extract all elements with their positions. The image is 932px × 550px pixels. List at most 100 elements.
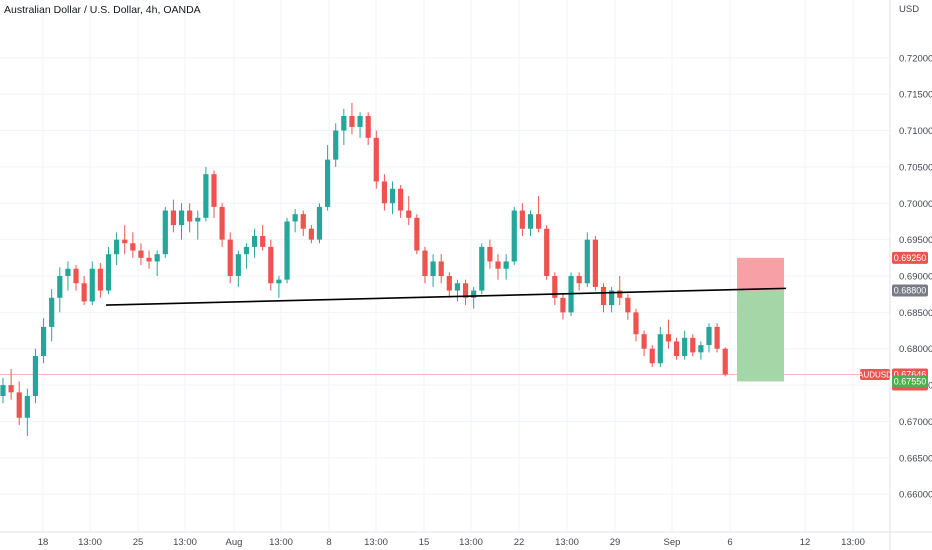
candle-body xyxy=(105,254,112,291)
price-tick-label: 0.66000 xyxy=(899,490,932,501)
candle-body xyxy=(308,228,314,240)
candle xyxy=(544,225,550,280)
candle-body xyxy=(284,221,290,280)
entry-price-label: 0.68800 xyxy=(894,286,927,296)
time-tick-label: 25 xyxy=(133,537,144,548)
candlestick-series xyxy=(0,102,728,436)
candle xyxy=(122,225,128,255)
candle-body xyxy=(325,159,331,207)
candle xyxy=(706,323,712,353)
candle xyxy=(284,217,290,284)
time-tick-label: 13:00 xyxy=(459,537,483,548)
candle xyxy=(657,326,663,367)
candle-body xyxy=(349,116,355,127)
candle xyxy=(32,348,39,404)
candle-body xyxy=(430,261,436,276)
candle-body xyxy=(503,261,509,269)
candle-body xyxy=(341,116,347,131)
candle xyxy=(357,112,363,138)
price-tick-label: 0.68000 xyxy=(899,344,932,355)
candle-body xyxy=(389,188,396,204)
time-axis-labels: 18 13:00 25 13:00 Aug 13:00 8 13:00 15 13:00 22 13:… xyxy=(38,537,865,548)
candle xyxy=(406,196,412,226)
candle xyxy=(170,199,177,233)
candle-body xyxy=(268,246,274,284)
candle-body xyxy=(73,268,79,284)
candle-body xyxy=(195,217,201,222)
candle xyxy=(690,334,696,356)
candle xyxy=(576,272,582,291)
candle-body xyxy=(495,261,501,269)
candle-body xyxy=(665,334,672,342)
time-tick-label: 13:00 xyxy=(173,537,197,548)
time-tick-label: 18 xyxy=(38,537,49,548)
candle-body xyxy=(649,348,655,364)
candle xyxy=(682,330,688,360)
candle-body xyxy=(398,188,404,211)
time-tick-label: 29 xyxy=(610,537,621,548)
candle xyxy=(673,337,680,360)
candle-body xyxy=(673,341,680,356)
time-tick-label: 22 xyxy=(514,537,525,548)
candle xyxy=(552,272,558,306)
take-profit-zone[interactable] xyxy=(737,290,784,382)
candle-body xyxy=(243,246,250,255)
candle-body xyxy=(633,312,639,335)
time-tick-label: Sep xyxy=(664,537,681,548)
symbol-label: AUDUSD xyxy=(858,370,892,379)
candle-body xyxy=(422,250,428,276)
target-price-tag: 0.67550 xyxy=(892,375,928,388)
candle xyxy=(235,250,241,287)
short-position-tool[interactable] xyxy=(737,257,784,382)
candle-body xyxy=(219,206,225,240)
price-tick-label: 0.72000 xyxy=(899,53,932,64)
candle-body xyxy=(625,297,631,313)
candle xyxy=(487,239,493,269)
price-tick-label: 0.71500 xyxy=(899,90,932,101)
candle xyxy=(527,210,534,236)
candle xyxy=(373,130,379,189)
entry-price-tag: 0.68800 xyxy=(892,284,928,297)
time-tick-label: 8 xyxy=(326,537,331,548)
candle-body xyxy=(609,290,615,306)
candle-body xyxy=(333,130,339,160)
candle xyxy=(381,174,388,211)
support-trendline[interactable] xyxy=(105,287,787,306)
candle-body xyxy=(146,257,152,262)
candle-body xyxy=(535,214,542,229)
candle xyxy=(146,250,152,269)
candle-body xyxy=(657,334,663,364)
candle xyxy=(251,228,258,258)
candle xyxy=(560,294,566,320)
candle xyxy=(454,279,461,302)
price-tick-label: 0.71000 xyxy=(899,126,932,137)
candle xyxy=(584,232,590,287)
candle-body xyxy=(89,268,95,302)
candle-body xyxy=(65,268,71,276)
candle xyxy=(665,319,672,349)
candle-body xyxy=(617,290,623,298)
price-tick-label: 0.66500 xyxy=(899,453,932,464)
candle-body xyxy=(722,348,728,375)
candle xyxy=(316,203,323,244)
candle xyxy=(260,225,266,251)
candle xyxy=(649,345,655,367)
candle xyxy=(268,239,274,291)
candle xyxy=(130,232,136,258)
candle xyxy=(722,347,728,377)
candle xyxy=(227,232,233,284)
candle xyxy=(365,112,371,146)
candle xyxy=(398,185,404,218)
candle-body xyxy=(584,239,590,284)
candle-body xyxy=(641,334,647,349)
candle-body xyxy=(235,254,241,276)
candle-body xyxy=(381,181,388,204)
candle xyxy=(609,286,615,313)
candle-body xyxy=(714,326,720,349)
candle-body xyxy=(600,286,607,306)
candle xyxy=(138,243,144,266)
candle-body xyxy=(365,116,371,138)
stop-loss-zone[interactable] xyxy=(737,257,784,291)
candle xyxy=(276,276,282,298)
